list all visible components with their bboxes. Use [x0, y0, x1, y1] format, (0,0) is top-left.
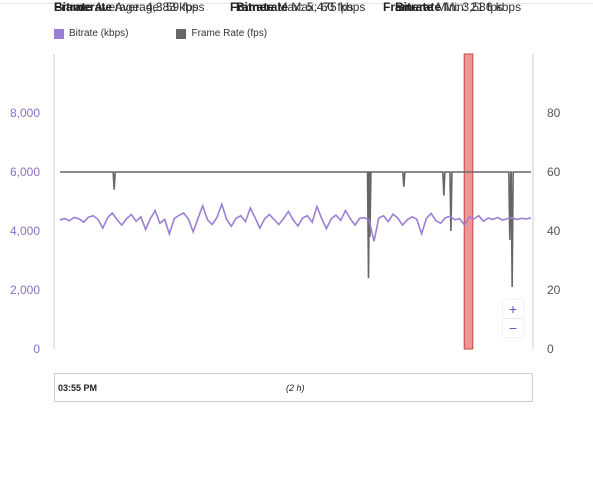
stat-framerate-average: Framerate Average: 59 fps: [54, 0, 199, 14]
stat-framerate-max: Framerate Max: 60 fps: [230, 0, 354, 14]
right-tick-label: 60: [547, 165, 561, 179]
timeline-navigator[interactable]: 03:55 PM (2 h): [54, 373, 533, 402]
right-tick-label: 20: [547, 283, 561, 297]
left-tick-label: 8,000: [10, 106, 40, 120]
left-tick-label: 2,000: [10, 283, 40, 297]
legend-item-framerate[interactable]: Frame Rate (fps): [176, 28, 267, 39]
zoom-out-button[interactable]: −: [503, 319, 523, 337]
bitrate-framerate-chart[interactable]: 0 2,000 4,000 6,000 8,000 0 20 40 60 80: [0, 0, 593, 370]
stat-framerate-min: Framerate Min: 21 fps: [383, 0, 504, 14]
bitrate-series-line: [59, 201, 532, 242]
right-tick-label: 40: [547, 224, 561, 238]
timeline-start-time: 03:55 PM: [58, 383, 98, 393]
chart-legend: Bitrate (kbps) Frame Rate (fps): [54, 28, 315, 39]
stat-bitrate-average: Bitrate Average: 4,383 kbps: [54, 0, 205, 14]
right-tick-label: 0: [547, 342, 554, 356]
framerate-series-line: [60, 171, 531, 288]
legend-label-bitrate: Bitrate (kbps): [69, 28, 129, 39]
left-tick-label: 4,000: [10, 224, 40, 238]
stat-bitrate-max: Bitrate Max: 5,475 kbps: [236, 0, 366, 14]
top-divider: [0, 3, 593, 4]
legend-item-bitrate[interactable]: Bitrate (kbps): [54, 28, 128, 39]
timeline-duration: (2 h): [286, 383, 305, 393]
zoom-in-button[interactable]: +: [503, 300, 523, 318]
legend-label-framerate: Frame Rate (fps): [191, 28, 268, 39]
left-tick-label: 0: [33, 342, 40, 356]
bitrate-swatch-icon: [54, 28, 64, 39]
left-tick-label: 6,000: [10, 165, 40, 179]
stat-bitrate-min: Bitrate Min: 3,586 kbps: [395, 0, 522, 14]
right-tick-label: 80: [547, 106, 561, 120]
framerate-swatch-icon: [176, 28, 187, 39]
highlight-band: [463, 53, 474, 350]
